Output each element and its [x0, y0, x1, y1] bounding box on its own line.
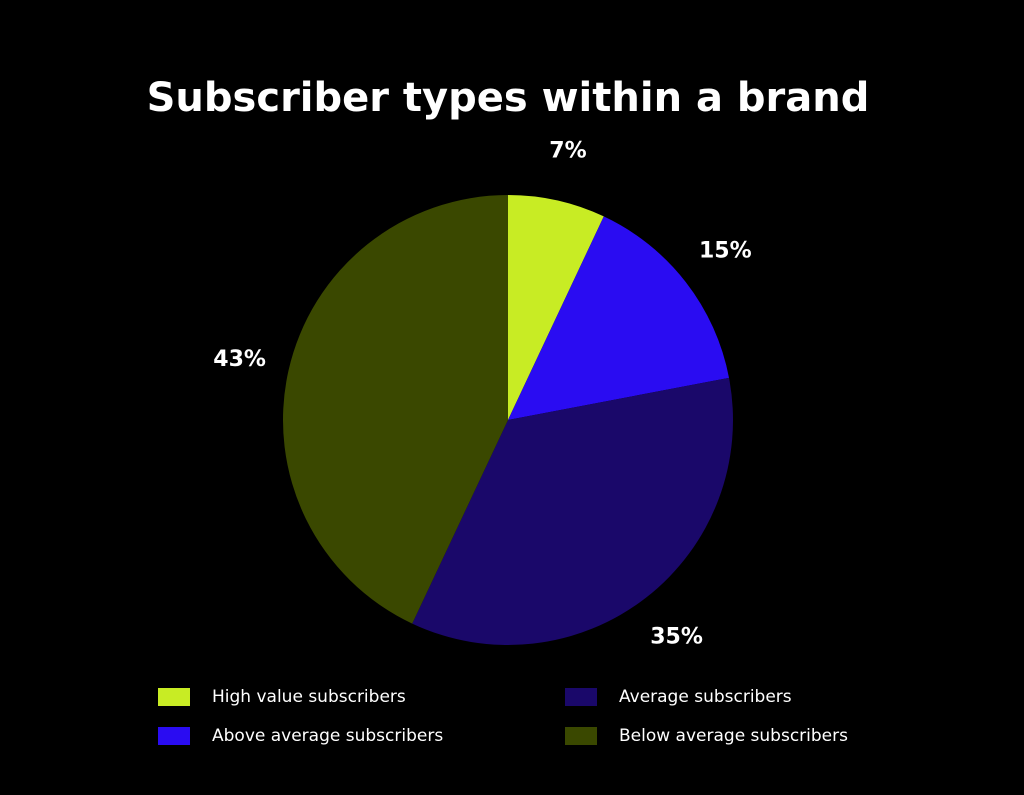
legend-swatch	[158, 727, 190, 745]
pie-slice	[508, 195, 604, 420]
legend-label: High value subscribers	[212, 687, 406, 707]
pie-slice	[283, 195, 508, 624]
chart-title: Subscriber types within a brand	[147, 75, 870, 121]
legend-swatch	[565, 688, 597, 706]
legend-label: Below average subscribers	[619, 726, 848, 746]
legend-swatch	[565, 727, 597, 745]
pie-slice	[508, 216, 730, 420]
legend-swatch	[158, 688, 190, 706]
pie-slice	[412, 377, 733, 645]
legend-label: Above average subscribers	[212, 726, 443, 746]
value-label: 35%	[650, 624, 703, 649]
value-label: 43%	[213, 347, 266, 372]
value-label: 7%	[549, 139, 586, 164]
value-label: 15%	[699, 238, 752, 263]
legend-label: Average subscribers	[619, 687, 792, 707]
